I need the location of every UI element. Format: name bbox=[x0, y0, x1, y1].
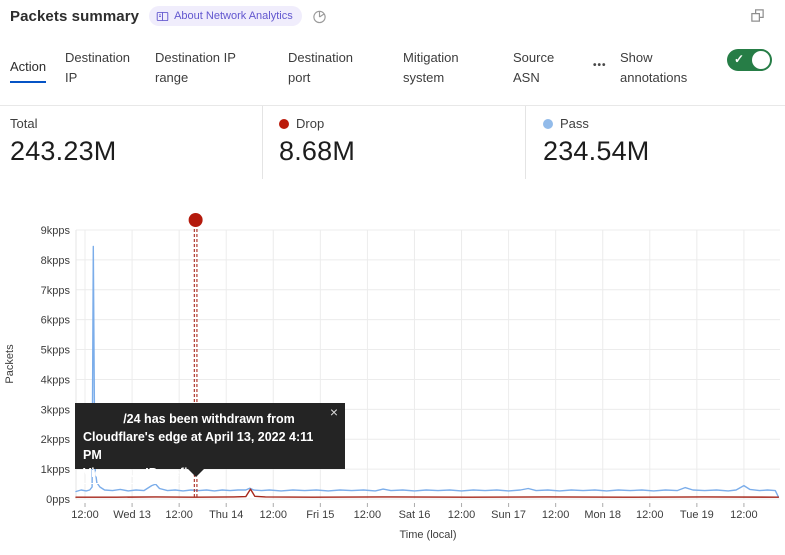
stat-label: Total bbox=[10, 116, 38, 131]
axis-tick-labels: 12:00 Wed 13 12:00 Thu 14 12:00 Fri 15 12:00 Sa… bbox=[41, 225, 758, 521]
y-tick-label: 4kpps bbox=[41, 374, 71, 386]
tab-destination-port[interactable]: Destination port bbox=[288, 48, 373, 88]
x-tick-label: Tue 19 bbox=[680, 509, 714, 521]
tabs-overflow-button[interactable]: ••• bbox=[593, 60, 607, 71]
drop-series-line bbox=[75, 488, 780, 498]
stat-pass: Pass 234.54M bbox=[525, 106, 785, 179]
show-annotations-toggle[interactable]: ✓ bbox=[727, 49, 772, 71]
x-tick-label: Sat 16 bbox=[399, 509, 431, 521]
stat-label: Pass bbox=[560, 116, 589, 131]
x-tick-label: Mon 18 bbox=[584, 509, 621, 521]
tab-destination-ip-range[interactable]: Destination IP range bbox=[155, 48, 255, 88]
tab-label: Mitigation system bbox=[403, 50, 459, 85]
x-tick-label: 12:00 bbox=[730, 509, 758, 521]
x-tick-label: 12:00 bbox=[636, 509, 664, 521]
tooltip-line2: Cloudflare's edge at April 13, 2022 4:11… bbox=[83, 430, 314, 462]
drop-legend-dot bbox=[279, 118, 289, 129]
x-tick-label: Thu 14 bbox=[209, 509, 243, 521]
book-icon bbox=[156, 10, 169, 23]
tab-source-asn[interactable]: Source ASN bbox=[513, 48, 568, 88]
x-tick-label: 12:00 bbox=[354, 509, 382, 521]
check-icon: ✓ bbox=[734, 52, 745, 66]
chart-canvas[interactable]: 12:00 Wed 13 12:00 Thu 14 12:00 Fri 15 12:00 Sa… bbox=[0, 210, 785, 555]
x-tick-label: Wed 13 bbox=[113, 509, 151, 521]
x-tick-label: 12:00 bbox=[448, 509, 476, 521]
tab-destination-ip[interactable]: Destination IP bbox=[65, 48, 140, 88]
close-icon[interactable]: × bbox=[329, 404, 338, 420]
stat-value: 243.23M bbox=[10, 136, 117, 166]
stat-drop: Drop 8.68M bbox=[262, 106, 525, 179]
y-tick-label: 0pps bbox=[46, 494, 70, 506]
annotation-tooltip: × /24 has been withdrawn from Cloudflare… bbox=[75, 403, 345, 484]
y-tick-label: 9kpps bbox=[41, 225, 71, 237]
annotation-marker[interactable] bbox=[188, 213, 203, 227]
pass-series-line bbox=[75, 245, 780, 498]
y-tick-label: 8kpps bbox=[41, 255, 71, 267]
tab-label: Source ASN bbox=[513, 50, 555, 85]
x-tick-label: 12:00 bbox=[260, 509, 288, 521]
stat-value: 8.68M bbox=[279, 136, 356, 166]
y-axis-title: Packets bbox=[4, 344, 16, 384]
x-tick-label: 12:00 bbox=[71, 509, 99, 521]
y-tick-label: 3kpps bbox=[41, 404, 71, 416]
y-tick-label: 2kpps bbox=[41, 434, 71, 446]
y-tick-label: 7kpps bbox=[41, 285, 71, 297]
pie-chart-icon[interactable] bbox=[312, 9, 327, 24]
tooltip-caret bbox=[188, 469, 204, 477]
x-axis-title: Time (local) bbox=[399, 529, 456, 541]
stat-label: Drop bbox=[296, 116, 325, 131]
tooltip-line1: /24 has been withdrawn from bbox=[123, 412, 295, 426]
pass-legend-dot bbox=[543, 118, 553, 129]
totals-bar: Total 243.23M Drop 8.68M Pass 234.54M bbox=[0, 105, 785, 179]
tab-mitigation-system[interactable]: Mitigation system bbox=[403, 48, 483, 88]
x-tick-label: 12:00 bbox=[542, 509, 570, 521]
x-tick-label: Sun 17 bbox=[491, 509, 526, 521]
badge-label: About Network Analytics bbox=[174, 10, 293, 22]
page-title: Packets summary bbox=[10, 7, 140, 25]
tab-label: Destination IP bbox=[65, 50, 131, 85]
tab-label: Action bbox=[10, 59, 47, 74]
tab-label: Destination IP range bbox=[155, 50, 236, 85]
view-ip-prefixes-link[interactable]: View your IP prefixes bbox=[83, 464, 209, 484]
y-tick-label: 6kpps bbox=[41, 315, 71, 327]
packets-chart[interactable]: 12:00 Wed 13 12:00 Thu 14 12:00 Fri 15 12:00 Sa… bbox=[0, 210, 785, 555]
x-tick-label: 12:00 bbox=[165, 509, 193, 521]
y-tick-label: 1kpps bbox=[41, 464, 71, 476]
tab-label: Destination port bbox=[288, 50, 354, 85]
show-annotations-label: Show annotations bbox=[620, 50, 688, 85]
dimension-tabs: Action Destination IP Destination IP ran… bbox=[10, 44, 785, 98]
about-network-analytics-badge[interactable]: About Network Analytics bbox=[149, 6, 302, 26]
stat-value: 234.54M bbox=[543, 136, 650, 166]
x-tick-label: Fri 15 bbox=[306, 509, 334, 521]
header: Packets summary About Network Analytics bbox=[10, 6, 327, 26]
tab-action[interactable]: Action bbox=[10, 57, 47, 83]
toggle-knob bbox=[752, 51, 770, 69]
overlap-squares-icon[interactable] bbox=[750, 8, 765, 23]
stat-total: Total 243.23M bbox=[0, 106, 262, 179]
y-tick-label: 5kpps bbox=[41, 345, 71, 357]
